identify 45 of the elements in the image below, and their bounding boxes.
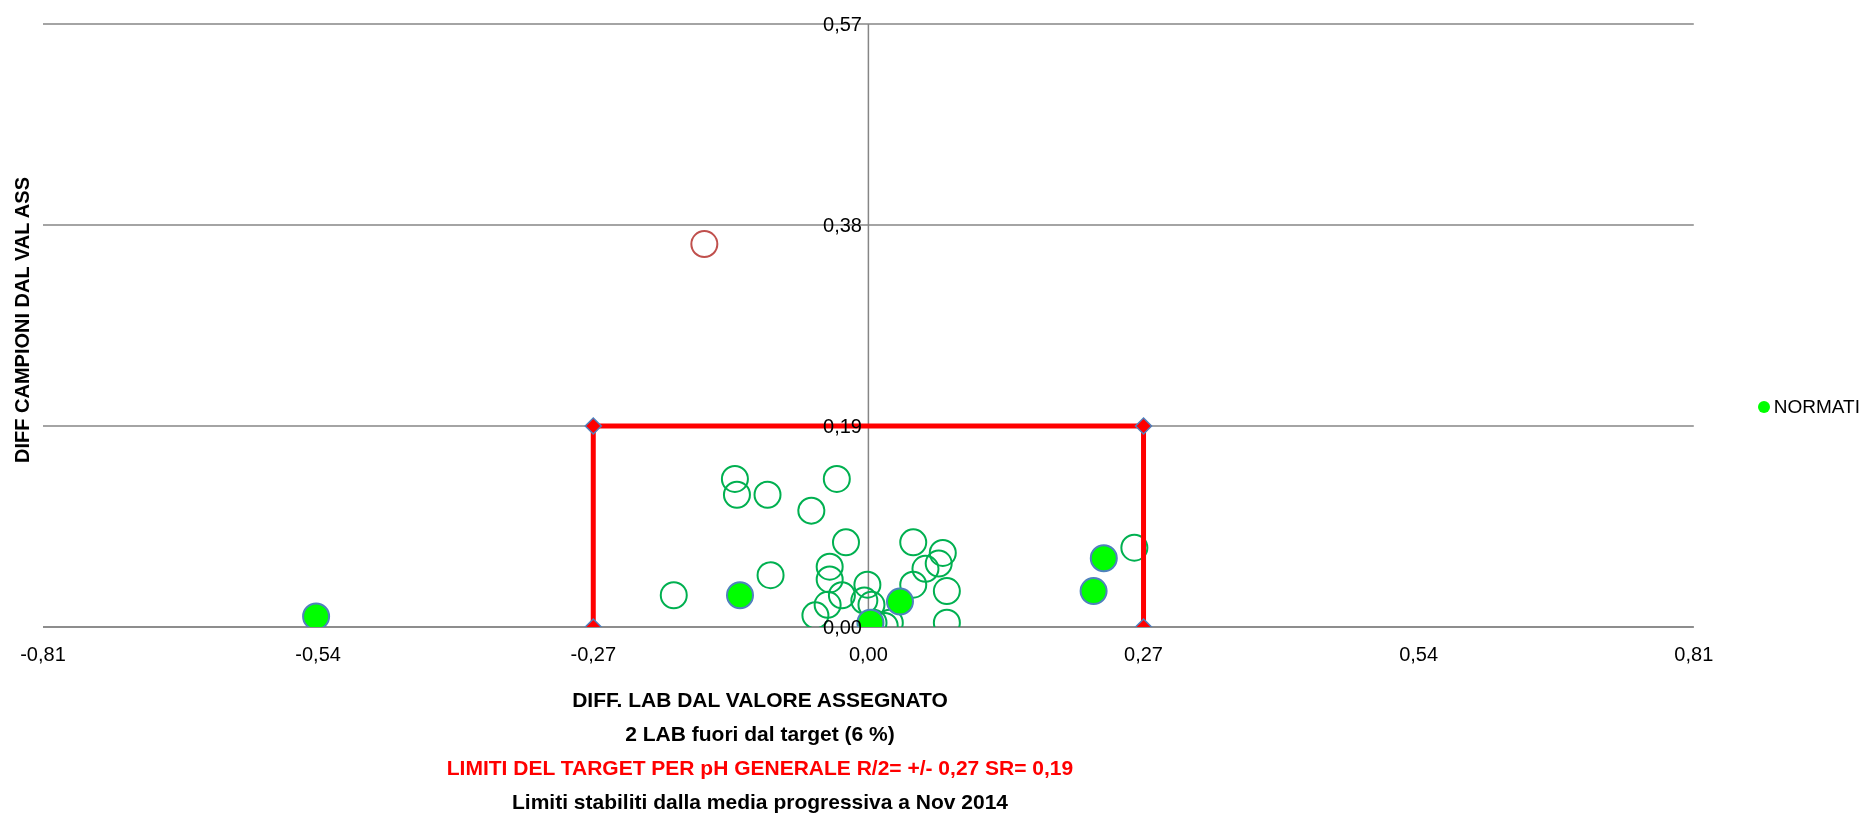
point [932, 577, 961, 606]
x-tick-label: 0,54 [1399, 643, 1439, 666]
point [302, 602, 331, 627]
point [753, 480, 782, 509]
point [850, 586, 879, 615]
point [720, 464, 749, 493]
x-tick-label: -0,27 [570, 643, 617, 666]
y-tick-label: 0,38 [823, 214, 862, 236]
text: 2 LAB fuori dal target (6 %) [624, 721, 896, 747]
y-tick-label: 0,19 [823, 415, 862, 437]
point [1089, 544, 1118, 573]
point [690, 230, 719, 259]
x-tick-label: 0,00 [848, 643, 888, 666]
point [813, 590, 842, 619]
point [911, 554, 940, 583]
point [1079, 577, 1108, 606]
point [815, 565, 844, 594]
y-tick-label: 0,00 [823, 616, 862, 638]
point [885, 587, 914, 616]
text: LIMITI DEL TARGET PER pH GENERALE R/2= +/- 0,27 SR= 0,19 [445, 755, 1075, 781]
point [853, 570, 882, 599]
point [722, 480, 751, 509]
point [756, 561, 785, 590]
legend-label: NORMATI [1773, 395, 1860, 417]
point [899, 528, 928, 557]
point [928, 538, 957, 567]
point [1134, 417, 1153, 435]
x-tick-label: 0,81 [1674, 643, 1714, 666]
x-tick-label: 0,27 [1124, 643, 1163, 666]
x-tick-label: -0,81 [20, 643, 66, 666]
point [584, 417, 603, 435]
y-axis-title: DIFF CAMPIONI DAL VAL ASS [10, 177, 34, 463]
point [831, 528, 860, 557]
point [924, 549, 953, 578]
point [726, 581, 754, 610]
point [815, 552, 844, 581]
point [659, 581, 688, 610]
point [1120, 533, 1149, 562]
y-tick-label: 0,57 [823, 13, 862, 35]
point [827, 581, 856, 610]
point [822, 464, 851, 493]
point [797, 496, 826, 525]
x-axis-title: DIFF. LAB DAL VALORE ASSEGNATO [571, 687, 949, 713]
x-tick-label: -0,54 [295, 643, 341, 666]
text: Limiti stabiliti dalla media progressiva a Nov 2014 [511, 789, 1009, 813]
